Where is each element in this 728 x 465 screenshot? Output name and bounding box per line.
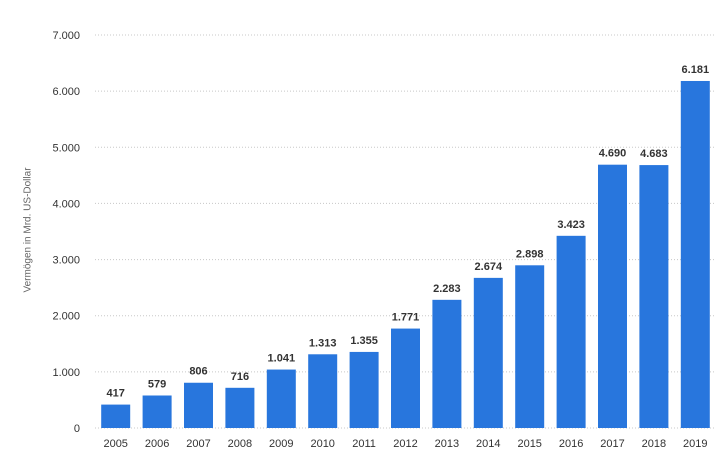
x-tick-label: 2008 xyxy=(228,438,252,450)
bar xyxy=(266,369,296,428)
bar-value-label: 6.181 xyxy=(682,64,710,76)
y-tick-label: 4.000 xyxy=(52,198,80,210)
bar xyxy=(473,277,503,428)
x-tick-label: 2010 xyxy=(310,438,334,450)
bar xyxy=(515,265,545,428)
bar-value-label: 716 xyxy=(231,371,249,383)
bar xyxy=(308,354,338,428)
bar-value-label: 579 xyxy=(148,378,166,390)
bar xyxy=(556,235,586,428)
y-tick-label: 2.000 xyxy=(52,311,80,323)
bar xyxy=(225,387,255,428)
bar-value-label: 3.423 xyxy=(557,219,585,231)
x-tick-label: 2011 xyxy=(352,438,376,450)
bar-value-label: 1.355 xyxy=(350,335,378,347)
bar xyxy=(349,351,379,428)
y-tick-label: 6.000 xyxy=(52,86,80,98)
bar xyxy=(432,299,462,428)
bar-value-label: 1.041 xyxy=(268,353,296,365)
y-tick-label: 7.000 xyxy=(52,30,80,42)
bar-value-label: 1.313 xyxy=(309,337,337,349)
y-tick-label: 5.000 xyxy=(52,142,80,154)
bar xyxy=(184,382,213,428)
x-tick-label: 2007 xyxy=(186,438,210,450)
x-tick-label: 2017 xyxy=(600,438,624,450)
x-tick-label: 2018 xyxy=(642,438,666,450)
bar xyxy=(598,164,627,428)
x-tick-label: 2013 xyxy=(435,438,459,450)
bar-value-label: 417 xyxy=(107,388,125,400)
x-tick-label: 2009 xyxy=(269,438,293,450)
bar-value-label: 2.674 xyxy=(475,261,503,273)
bar xyxy=(639,165,669,428)
x-tick-label: 2015 xyxy=(517,438,541,450)
y-tick-label: 3.000 xyxy=(52,255,80,267)
y-tick-label: 1.000 xyxy=(52,367,80,379)
y-axis-title: Vermögen in Mrd. US-Dollar xyxy=(22,167,34,293)
bar-value-label: 4.690 xyxy=(599,148,627,160)
bar-value-label: 4.683 xyxy=(640,148,668,160)
bar xyxy=(391,328,420,428)
bar-value-label: 806 xyxy=(189,366,207,378)
bar xyxy=(142,395,172,428)
x-tick-label: 2016 xyxy=(559,438,583,450)
y-tick-label: 0 xyxy=(74,423,80,435)
bar-value-label: 1.771 xyxy=(392,312,420,324)
bar-value-label: 2.283 xyxy=(433,283,461,295)
bar xyxy=(101,404,131,428)
x-tick-label: 2012 xyxy=(393,438,417,450)
x-tick-label: 2006 xyxy=(145,438,169,450)
x-tick-label: 2005 xyxy=(103,438,127,450)
bar xyxy=(680,80,710,428)
x-tick-label: 2019 xyxy=(683,438,707,450)
bar-value-label: 2.898 xyxy=(516,248,544,260)
x-tick-label: 2014 xyxy=(476,438,500,450)
